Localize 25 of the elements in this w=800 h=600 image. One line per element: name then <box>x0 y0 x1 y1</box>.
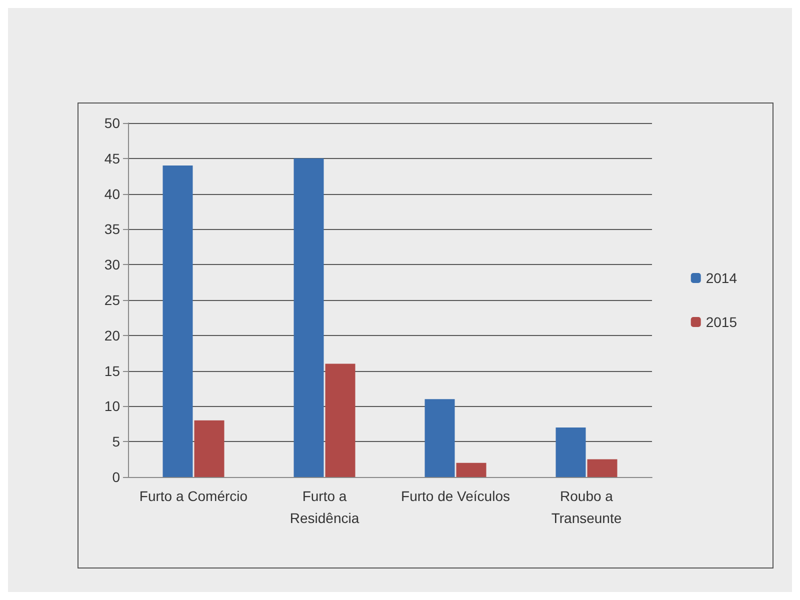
y-tick-label: 30 <box>104 256 120 273</box>
x-tick-label: Furto a Residência <box>290 488 360 526</box>
legend-label: 2015 <box>706 314 738 330</box>
y-tick-label: 20 <box>104 327 120 344</box>
bar <box>556 427 586 477</box>
x-tick-label: Furto de Veículos <box>401 488 510 504</box>
legend-label: 2014 <box>706 270 738 286</box>
bar <box>456 462 486 477</box>
y-tick-label: 40 <box>104 186 120 202</box>
y-tick-label: 10 <box>104 398 120 414</box>
y-tick-label: 0 <box>112 469 120 485</box>
y-tick-label: 45 <box>104 150 120 166</box>
x-tick-label: Roubo a Transeunte <box>551 488 622 526</box>
bar <box>162 165 193 477</box>
y-tick-label: 35 <box>104 221 120 238</box>
y-tick-label: 15 <box>104 362 120 379</box>
y-tick-label: 25 <box>104 292 120 308</box>
bar <box>587 459 618 477</box>
y-tick-label: 5 <box>112 434 120 450</box>
bar <box>194 420 224 477</box>
bar <box>424 399 455 477</box>
bar <box>294 158 324 477</box>
bar <box>325 364 356 477</box>
x-tick-label: Furto a Comércio <box>139 488 248 504</box>
y-tick-label: 50 <box>104 115 120 131</box>
